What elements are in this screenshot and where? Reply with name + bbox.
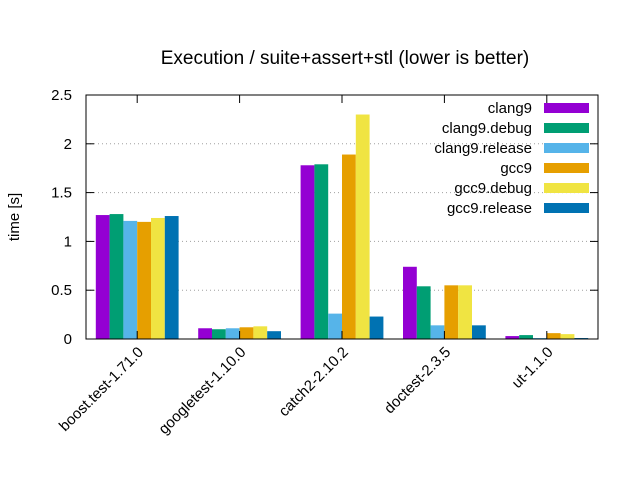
- legend-label: gcc9.release: [447, 200, 532, 217]
- x-tick-label: doctest-2.3.5: [381, 344, 454, 417]
- x-ticks: boost.test-1.71.0 googletest-1.10.0 catch2…: [56, 344, 557, 438]
- bar-gcc9.debug-boost.test-1.71.0: [151, 217, 165, 339]
- bar-gcc9.release-doctest-2.3.5: [472, 325, 486, 339]
- bar-clang9-ut-1.1.0: [505, 336, 520, 339]
- legend-swatch: [544, 123, 589, 133]
- x-tick-label: catch2-2.10.2: [276, 344, 352, 420]
- bar-gcc9-ut-1.1.0: [546, 333, 561, 339]
- bar-clang9.debug-ut-1.1.0: [519, 335, 533, 339]
- legend: clang9 clang9.debug clang9.release gcc9 gcc9…: [434, 100, 589, 217]
- x-tick-label: boost.test-1.71.0: [56, 344, 147, 435]
- bar-gcc9-doctest-2.3.5: [444, 285, 459, 339]
- y-tick-label: 1.5: [51, 185, 72, 202]
- bar-gcc9.debug-doctest-2.3.5: [458, 285, 472, 339]
- bar-clang9.debug-googletest-1.10.0: [212, 329, 226, 339]
- legend-swatch: [544, 203, 589, 213]
- legend-swatch: [544, 163, 589, 173]
- chart-title: Execution / suite+assert+stl (lower is b…: [161, 48, 530, 69]
- y-tick-label: 2: [64, 136, 72, 153]
- bar-clang9.debug-boost.test-1.71.0: [109, 214, 124, 339]
- axes: [85, 94, 599, 340]
- bar-gcc9-catch2-2.10.2: [342, 154, 356, 339]
- legend-label: clang9.release: [434, 140, 532, 157]
- bar-gcc9.debug-googletest-1.10.0: [253, 326, 268, 339]
- bar-gcc9.release-catch2-2.10.2: [369, 316, 384, 339]
- y-tick-label: 0: [64, 331, 72, 348]
- bar-clang9.release-googletest-1.10.0: [225, 328, 240, 339]
- bar-clang9.release-doctest-2.3.5: [430, 325, 445, 339]
- bar-gcc9-boost.test-1.71.0: [137, 221, 151, 339]
- bar-clang9-boost.test-1.71.0: [95, 215, 110, 339]
- y-ticks: 0 0.5 1 1.5 2 2.5: [51, 87, 72, 348]
- bar-gcc9.debug-catch2-2.10.2: [355, 114, 370, 340]
- bar-clang9.debug-catch2-2.10.2: [314, 164, 329, 339]
- y-tick-label: 2.5: [51, 87, 72, 104]
- bar-clang9.release-catch2-2.10.2: [328, 313, 342, 339]
- y-tick-label: 0.5: [51, 282, 72, 299]
- legend-label: gcc9: [500, 160, 532, 177]
- bar-gcc9-googletest-1.10.0: [239, 327, 254, 339]
- legend-label: clang9: [488, 100, 532, 117]
- bar-clang9-googletest-1.10.0: [198, 328, 212, 339]
- y-tick-label: 1: [64, 233, 72, 250]
- bar-clang9-doctest-2.3.5: [403, 266, 417, 339]
- bar-clang9-catch2-2.10.2: [300, 165, 315, 339]
- legend-label: gcc9.debug: [454, 180, 532, 197]
- legend-label: clang9.debug: [442, 120, 532, 137]
- x-tick-label: googletest-1.10.0: [155, 344, 249, 438]
- bar-clang9.release-boost.test-1.71.0: [123, 220, 138, 339]
- y-axis-label: time [s]: [6, 193, 23, 241]
- bar-gcc9.release-googletest-1.10.0: [267, 331, 281, 339]
- legend-swatch: [544, 183, 589, 193]
- bar-clang9.debug-doctest-2.3.5: [416, 286, 431, 339]
- bars: [95, 114, 589, 340]
- bar-gcc9.debug-ut-1.1.0: [560, 334, 575, 339]
- x-tick-label: ut-1.1.0: [509, 344, 557, 392]
- bar-gcc9.release-boost.test-1.71.0: [164, 216, 179, 339]
- legend-swatch: [544, 103, 589, 113]
- legend-swatch: [544, 143, 589, 153]
